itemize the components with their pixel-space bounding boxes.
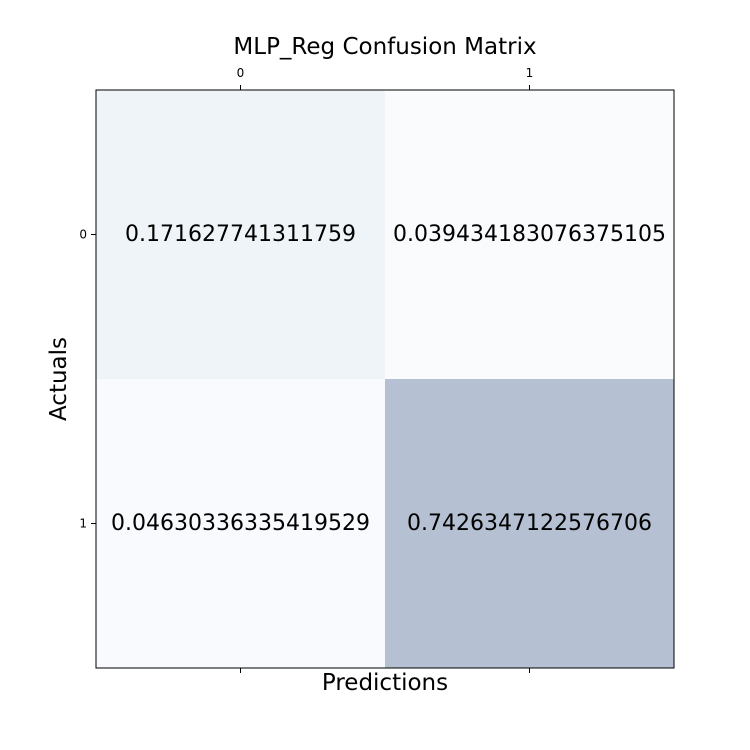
y-axis-label: Actuals	[46, 336, 72, 422]
cell-value-label-0-1: 0.039434183076375105	[393, 222, 666, 247]
cell-value-label-1-0: 0.04630336335419529	[111, 511, 370, 536]
heatmap-cell-0-1	[385, 90, 674, 379]
x-tick-label-1: 1	[526, 66, 534, 80]
cell-value-label-0-0: 0.171627741311759	[125, 222, 356, 247]
y-tick-label-0: 0	[79, 228, 87, 242]
heatmap-cell-1-1	[385, 379, 674, 668]
chart-title: MLP_Reg Confusion Matrix	[233, 34, 537, 60]
y-tick-label-1: 1	[79, 517, 87, 531]
x-axis-label: Predictions	[321, 670, 449, 696]
x-tick-label-0: 0	[237, 66, 245, 80]
heatmap-cell-0-0	[96, 90, 385, 379]
cell-value-label-1-1: 0.7426347122576706	[407, 511, 652, 536]
heatmap-cell-1-0	[96, 379, 385, 668]
plot-frame	[95, 89, 675, 669]
